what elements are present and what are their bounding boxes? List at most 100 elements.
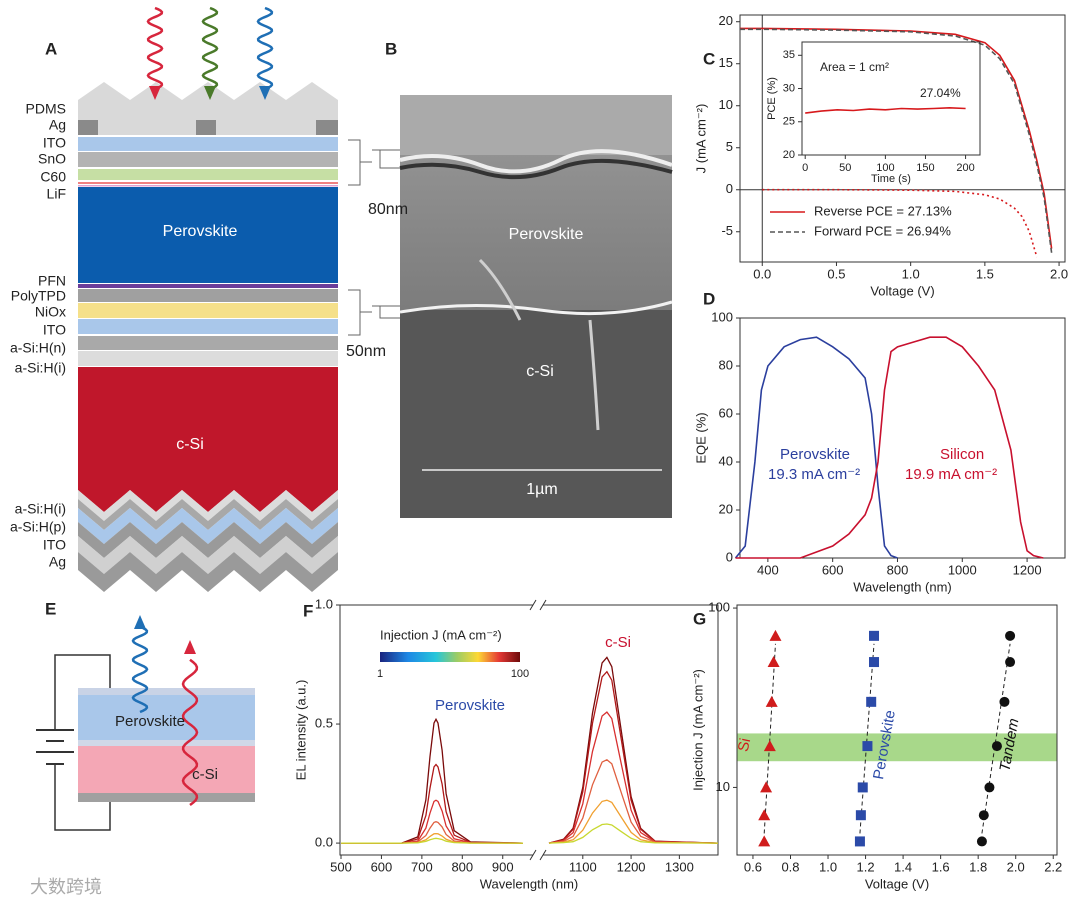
colorbar-title: Injection J (mA cm⁻²) [380, 627, 502, 642]
data-line [734, 336, 898, 559]
emission-arrow [131, 625, 149, 714]
panel-label: A [45, 39, 57, 58]
layer [78, 169, 338, 180]
layer-label: a-Si:H(i) [15, 501, 66, 517]
layer [78, 187, 338, 283]
sem-interface [399, 300, 673, 316]
x-tick-label: 50 [839, 162, 851, 174]
layer [78, 695, 255, 740]
x-tick-label: 1.2 [857, 859, 875, 874]
y-tick-label: 0 [726, 549, 733, 564]
colorbar-tick-label: 1 [377, 668, 383, 680]
layer [78, 284, 338, 288]
plot-frame [739, 317, 1066, 559]
point [854, 836, 865, 847]
data-line [548, 799, 719, 844]
layer-label: a-Si:H(i) [15, 360, 66, 376]
x-tick-label: 2.0 [1050, 266, 1068, 281]
x-tick-label: 1100 [569, 859, 597, 874]
annotation: Perovskite [435, 697, 505, 714]
sem-label: 1µm [526, 481, 557, 498]
data-line [548, 823, 719, 844]
y-tick-label: 60 [719, 405, 733, 420]
panel-label: G [693, 609, 706, 628]
shaded-band [737, 733, 1057, 762]
y-tick-label: 25 [783, 116, 795, 128]
y-axis-label: EL intensity (a.u.) [293, 680, 308, 781]
layer [78, 740, 255, 746]
sem-top [400, 95, 672, 155]
layer-label: ITO [43, 135, 66, 151]
layer [78, 336, 338, 350]
annotation: 19.9 mA cm⁻² [905, 466, 997, 483]
x-axis-label: Voltage (V) [865, 876, 929, 891]
layer-label: PFN [38, 273, 66, 289]
y-axis-label: J (mA cm⁻²) [693, 104, 708, 174]
x-tick-label: 1.0 [902, 266, 920, 281]
x-tick-label: 150 [916, 162, 934, 174]
layer-label: C60 [40, 169, 66, 185]
point [758, 809, 771, 821]
x-tick-label: 1.6 [932, 859, 950, 874]
axis-break [529, 599, 547, 611]
y-tick-label: 100 [711, 309, 733, 324]
device-label: Perovskite [115, 713, 185, 730]
light-arrow-head [259, 86, 271, 100]
x-tick-label: 200 [956, 162, 974, 174]
layer [78, 351, 338, 366]
light-arrow-head [149, 86, 161, 100]
y-tick-label: 40 [719, 453, 733, 468]
colorbar [380, 652, 520, 662]
x-axis-label: Wavelength (nm) [853, 579, 952, 594]
data-line [341, 763, 524, 844]
plot-frame [339, 604, 719, 856]
battery [36, 729, 74, 765]
watermark: 大数跨境 [30, 877, 102, 897]
x-tick-label: 1.4 [894, 859, 912, 874]
layer [316, 120, 338, 135]
x-tick-label: 1.0 [819, 859, 837, 874]
sem-interface [399, 149, 673, 174]
point [758, 835, 771, 847]
layer-label: a-Si:H(p) [10, 519, 66, 535]
layer [78, 552, 338, 592]
panel-a [78, 82, 338, 592]
layer [78, 522, 338, 558]
fit-line [763, 643, 776, 834]
layer [78, 490, 338, 521]
data-line [548, 759, 719, 844]
sem-interface [399, 158, 673, 180]
y-tick-label: 20 [783, 149, 795, 161]
sem-label: 80nm [368, 201, 408, 218]
layer-label: LiF [47, 186, 66, 202]
y-tick-label: 5 [726, 139, 733, 154]
data-line [805, 106, 966, 114]
x-tick-label: 1.5 [976, 266, 994, 281]
data-line [341, 799, 524, 844]
data-line [740, 27, 1053, 249]
data-line [548, 711, 719, 844]
y-tick-label: 0 [726, 181, 733, 196]
y-tick-label: 10 [719, 97, 733, 112]
x-tick-label: 100 [876, 162, 894, 174]
x-axis-label: Voltage (V) [870, 283, 934, 298]
data-line [341, 821, 524, 844]
layer [78, 746, 255, 793]
bracket [348, 289, 400, 336]
annotation: c-Si [605, 634, 631, 651]
point [765, 695, 778, 707]
point [984, 782, 995, 793]
data-line [735, 336, 1044, 559]
y-tick-label: 30 [783, 82, 795, 94]
y-tick-label: 0.5 [315, 715, 333, 730]
light-arrow [256, 6, 274, 91]
layer-label: a-Si:H(n) [10, 340, 66, 356]
light-arrow [201, 6, 219, 91]
y-tick-label: 15 [719, 55, 733, 70]
x-tick-label: 2.0 [1007, 859, 1025, 874]
axis-break-gap [533, 602, 543, 608]
layer-label: SnO [38, 151, 66, 167]
series-label: Silicon [940, 446, 984, 463]
x-tick-label: 1000 [948, 562, 977, 577]
series-label: Si [735, 737, 754, 754]
